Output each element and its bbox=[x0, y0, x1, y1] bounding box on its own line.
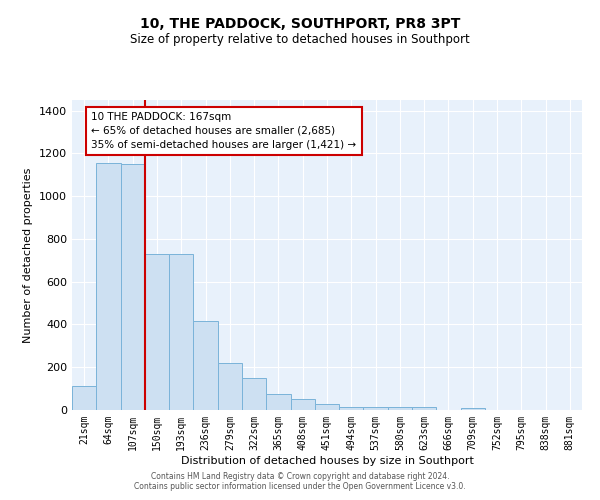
Bar bbox=[388, 407, 412, 410]
Bar bbox=[339, 407, 364, 410]
Bar bbox=[193, 322, 218, 410]
Text: Size of property relative to detached houses in Southport: Size of property relative to detached ho… bbox=[130, 32, 470, 46]
Y-axis label: Number of detached properties: Number of detached properties bbox=[23, 168, 34, 342]
Bar bbox=[169, 254, 193, 410]
Text: Contains public sector information licensed under the Open Government Licence v3: Contains public sector information licen… bbox=[134, 482, 466, 491]
Bar bbox=[290, 400, 315, 410]
X-axis label: Distribution of detached houses by size in Southport: Distribution of detached houses by size … bbox=[181, 456, 473, 466]
Bar bbox=[364, 407, 388, 410]
Bar bbox=[72, 386, 96, 410]
Text: Contains HM Land Registry data © Crown copyright and database right 2024.: Contains HM Land Registry data © Crown c… bbox=[151, 472, 449, 481]
Bar bbox=[145, 254, 169, 410]
Bar bbox=[121, 164, 145, 410]
Bar bbox=[218, 363, 242, 410]
Text: 10, THE PADDOCK, SOUTHPORT, PR8 3PT: 10, THE PADDOCK, SOUTHPORT, PR8 3PT bbox=[140, 18, 460, 32]
Bar bbox=[242, 378, 266, 410]
Bar bbox=[96, 163, 121, 410]
Bar bbox=[315, 404, 339, 410]
Bar bbox=[412, 407, 436, 410]
Bar bbox=[461, 408, 485, 410]
Bar bbox=[266, 394, 290, 410]
Text: 10 THE PADDOCK: 167sqm
← 65% of detached houses are smaller (2,685)
35% of semi-: 10 THE PADDOCK: 167sqm ← 65% of detached… bbox=[91, 112, 356, 150]
